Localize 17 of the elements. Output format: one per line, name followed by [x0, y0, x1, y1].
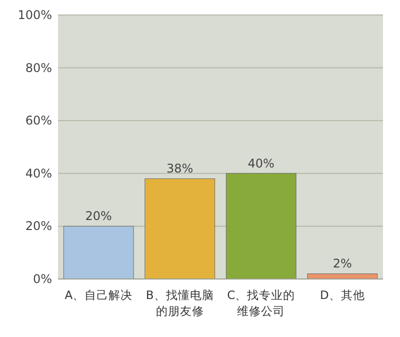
y-tick-label: 100% — [18, 8, 52, 22]
data-label: 20% — [85, 209, 112, 224]
y-tick-label: 40% — [25, 166, 52, 180]
bar — [226, 173, 296, 280]
y-tick-label: 0% — [32, 272, 52, 286]
y-tick-label: 60% — [25, 114, 52, 128]
x-tick-label: C、找专业的维修公司 — [227, 288, 296, 318]
data-label: 40% — [248, 156, 274, 170]
data-label: 2% — [332, 256, 352, 271]
x-tick-label: A、自己解决 — [64, 288, 133, 302]
x-tick-label: D、其他 — [320, 288, 365, 302]
data-label: 38% — [166, 162, 194, 176]
y-tick-label: 20% — [25, 219, 52, 234]
x-tick-label: B、找懂电脑的朋友修 — [146, 288, 214, 318]
y-tick-label: 80% — [25, 60, 52, 75]
bar — [144, 178, 216, 280]
bar — [63, 226, 134, 280]
